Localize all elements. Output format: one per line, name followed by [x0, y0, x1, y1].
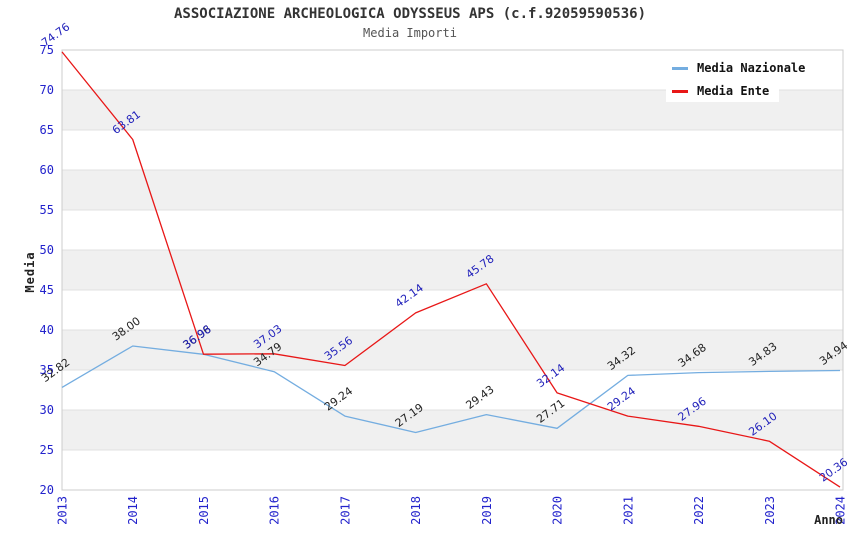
- x-tick-label-2013: 2013: [56, 496, 70, 525]
- media-nazionale-line: [61, 345, 841, 434]
- y-tick-label: 35: [40, 363, 54, 377]
- plot-border: [61, 49, 844, 491]
- y-tick-label: 65: [40, 123, 54, 137]
- media-ente-swatch-icon: [672, 89, 688, 93]
- y-tick-label: 40: [40, 323, 54, 337]
- x-tick-label-2019: 2019: [480, 496, 494, 525]
- x-tick-label-2014: 2014: [126, 496, 140, 525]
- media-nazionale-swatch-icon: [672, 66, 688, 70]
- y-tick-label: 45: [40, 283, 54, 297]
- y-tick-label: 30: [40, 403, 54, 417]
- chart-subtitle: Media Importi: [363, 26, 457, 40]
- grid-band: [62, 170, 843, 210]
- x-tick-label-2017: 2017: [338, 496, 352, 525]
- legend-label-media-ente: Media Ente: [697, 84, 770, 98]
- x-tick-label-2021: 2021: [621, 496, 635, 525]
- data-label-29.24: 29.24: [322, 384, 355, 413]
- grid-band: [62, 330, 843, 370]
- chart-legend: Media Nazionale Media Ente: [666, 57, 816, 102]
- x-tick-label-2022: 2022: [692, 496, 706, 525]
- x-axis-label: Anno: [814, 513, 843, 527]
- media-ente-line: [61, 51, 841, 488]
- y-tick-label: 50: [40, 243, 54, 257]
- data-label-29.43: 29.43: [463, 383, 496, 412]
- chart-title: ASSOCIAZIONE ARCHEOLOGICA ODYSSEUS APS (…: [173, 6, 647, 22]
- y-tick-label: 25: [40, 443, 54, 457]
- y-tick-label: 55: [40, 203, 54, 217]
- data-label-74.76: 74.76: [39, 20, 72, 49]
- x-tick-label-2023: 2023: [763, 496, 777, 525]
- x-tick-label-2020: 2020: [551, 496, 565, 525]
- y-tick-label: 20: [40, 483, 54, 497]
- y-tick-label: 75: [40, 43, 54, 57]
- x-tick-label-2015: 2015: [197, 496, 211, 525]
- grid-band: [62, 410, 843, 450]
- legend-item-media-nazionale: Media Nazionale: [666, 57, 816, 79]
- data-label-20.36: 20.36: [817, 456, 850, 485]
- y-tick-label: 70: [40, 83, 54, 97]
- x-tick-label-2018: 2018: [409, 496, 423, 525]
- x-tick-label-2024: 2024: [834, 496, 848, 525]
- x-tick-label-2016: 2016: [268, 496, 282, 525]
- y-axis-label: Media: [23, 251, 37, 293]
- y-tick-label: 60: [40, 163, 54, 177]
- legend-item-media-ente: Media Ente: [666, 80, 780, 102]
- legend-label-media-nazionale: Media Nazionale: [697, 61, 806, 75]
- grid-band: [62, 250, 843, 290]
